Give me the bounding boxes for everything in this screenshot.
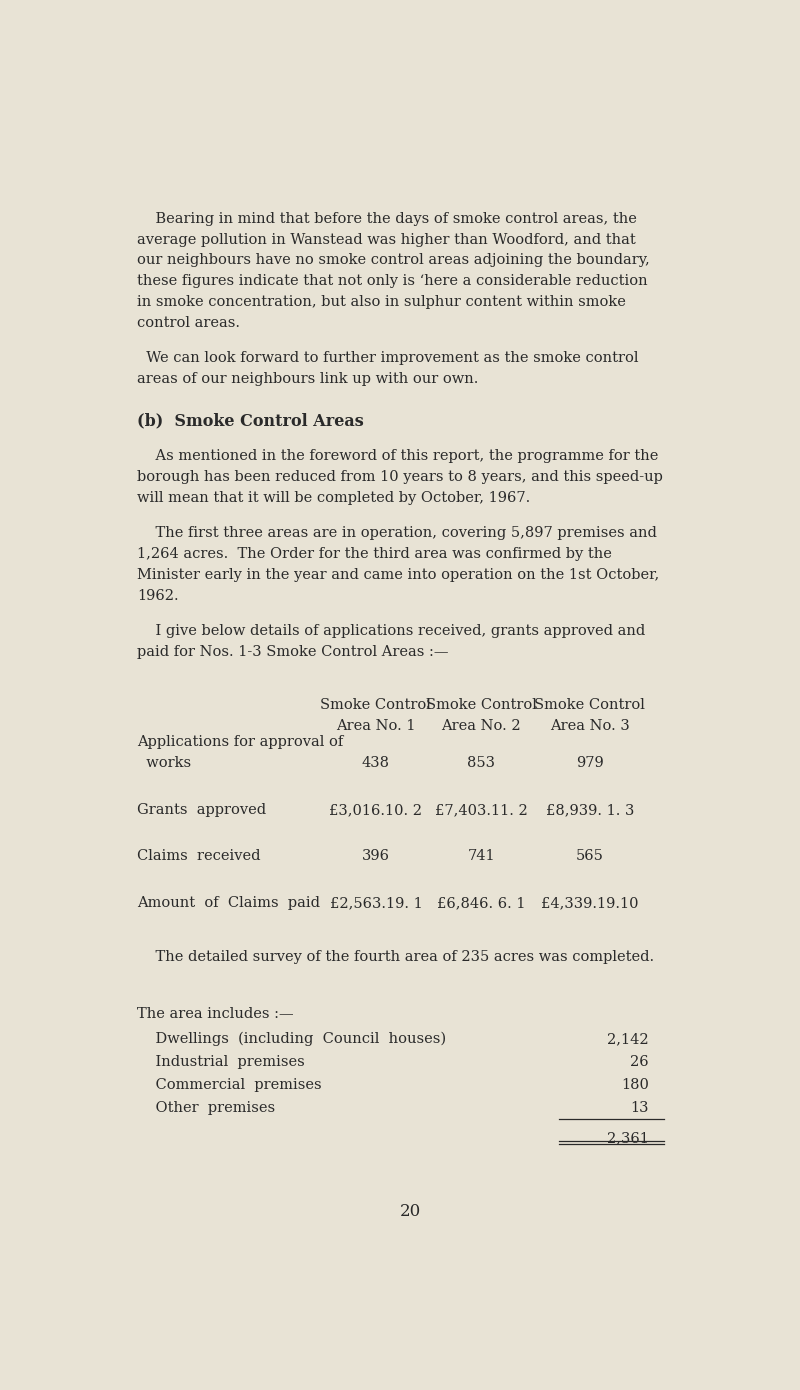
Text: our neighbours have no smoke control areas adjoining the boundary,: our neighbours have no smoke control are… <box>138 253 650 267</box>
Text: 2,142: 2,142 <box>607 1031 649 1047</box>
Text: Amount  of  Claims  paid: Amount of Claims paid <box>138 897 320 910</box>
Text: these figures indicate that not only is ‘here a considerable reduction: these figures indicate that not only is … <box>138 274 648 288</box>
Text: in smoke concentration, but also in sulphur content within smoke: in smoke concentration, but also in sulp… <box>138 295 626 309</box>
Text: 438: 438 <box>362 756 390 770</box>
Text: 2,361: 2,361 <box>607 1131 649 1145</box>
Text: 1962.: 1962. <box>138 589 179 603</box>
Text: 979: 979 <box>576 756 604 770</box>
Text: Smoke Control: Smoke Control <box>534 698 646 712</box>
Text: 741: 741 <box>467 849 495 863</box>
Text: average pollution in Wanstead was higher than Woodford, and that: average pollution in Wanstead was higher… <box>138 232 636 246</box>
Text: £8,939. 1. 3: £8,939. 1. 3 <box>546 803 634 817</box>
Text: £7,403.11. 2: £7,403.11. 2 <box>435 803 528 817</box>
Text: Dwellings  (including  Council  houses): Dwellings (including Council houses) <box>138 1031 446 1047</box>
Text: Area No. 1: Area No. 1 <box>336 719 416 733</box>
Text: 396: 396 <box>362 849 390 863</box>
Text: The first three areas are in operation, covering 5,897 premises and: The first three areas are in operation, … <box>138 527 657 541</box>
Text: Applications for approval of: Applications for approval of <box>138 735 343 749</box>
Text: 180: 180 <box>621 1079 649 1093</box>
Text: areas of our neighbours link up with our own.: areas of our neighbours link up with our… <box>138 373 478 386</box>
Text: Smoke Control: Smoke Control <box>426 698 537 712</box>
Text: will mean that it will be completed by October, 1967.: will mean that it will be completed by O… <box>138 491 530 505</box>
Text: 1,264 acres.  The Order for the third area was confirmed by the: 1,264 acres. The Order for the third are… <box>138 548 612 562</box>
Text: 13: 13 <box>630 1101 649 1115</box>
Text: 26: 26 <box>630 1055 649 1069</box>
Text: Other  premises: Other premises <box>138 1101 275 1115</box>
Text: We can look forward to further improvement as the smoke control: We can look forward to further improveme… <box>138 352 638 366</box>
Text: borough has been reduced from 10 years to 8 years, and this speed-up: borough has been reduced from 10 years t… <box>138 470 663 484</box>
Text: 565: 565 <box>576 849 604 863</box>
Text: The area includes :—: The area includes :— <box>138 1006 294 1020</box>
Text: Commercial  premises: Commercial premises <box>138 1079 322 1093</box>
Text: Area No. 3: Area No. 3 <box>550 719 630 733</box>
Text: control areas.: control areas. <box>138 316 240 329</box>
Text: £6,846. 6. 1: £6,846. 6. 1 <box>437 897 526 910</box>
Text: works: works <box>138 756 191 770</box>
Text: Smoke Control: Smoke Control <box>321 698 431 712</box>
Text: Minister early in the year and came into operation on the 1st October,: Minister early in the year and came into… <box>138 569 659 582</box>
Text: (b)  Smoke Control Areas: (b) Smoke Control Areas <box>138 411 364 430</box>
Text: £3,016.10. 2: £3,016.10. 2 <box>330 803 422 817</box>
Text: paid for Nos. 1-3 Smoke Control Areas :—: paid for Nos. 1-3 Smoke Control Areas :— <box>138 645 449 659</box>
Text: Bearing in mind that before the days of smoke control areas, the: Bearing in mind that before the days of … <box>138 211 637 225</box>
Text: 20: 20 <box>399 1202 421 1220</box>
Text: £4,339.19.10: £4,339.19.10 <box>541 897 638 910</box>
Text: Industrial  premises: Industrial premises <box>138 1055 305 1069</box>
Text: As mentioned in the foreword of this report, the programme for the: As mentioned in the foreword of this rep… <box>138 449 658 463</box>
Text: £2,563.19. 1: £2,563.19. 1 <box>330 897 422 910</box>
Text: I give below details of applications received, grants approved and: I give below details of applications rec… <box>138 624 646 638</box>
Text: 853: 853 <box>467 756 495 770</box>
Text: The detailed survey of the fourth area of 235 acres was completed.: The detailed survey of the fourth area o… <box>138 949 654 963</box>
Text: Area No. 2: Area No. 2 <box>442 719 521 733</box>
Text: Claims  received: Claims received <box>138 849 261 863</box>
Text: Grants  approved: Grants approved <box>138 803 266 817</box>
